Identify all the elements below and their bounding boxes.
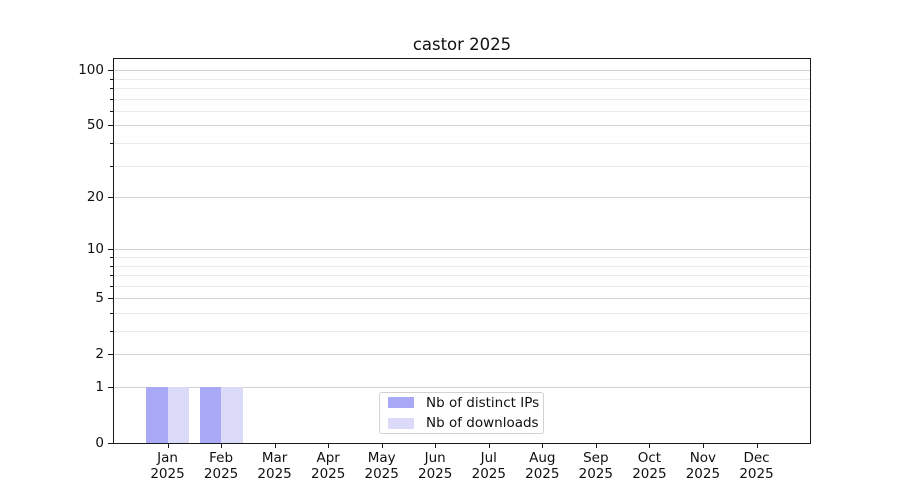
x-tick — [221, 444, 223, 448]
y-tick-label: 50 — [86, 117, 104, 134]
x-tick-label: Jan 2025 — [150, 450, 185, 482]
x-tick — [702, 444, 704, 448]
major-gridline — [114, 197, 810, 199]
legend-label: Nb of downloads — [426, 415, 539, 432]
y-minor-tick — [110, 165, 113, 167]
y-minor-tick — [110, 313, 113, 314]
x-tick-label: Apr 2025 — [311, 450, 346, 482]
x-tick-label: Jun 2025 — [418, 450, 453, 482]
major-gridline — [114, 387, 810, 388]
legend-swatch-icon — [388, 397, 414, 409]
x-tick-label: Sep 2025 — [578, 450, 613, 482]
x-tick-label: Nov 2025 — [685, 450, 721, 482]
y-minor-tick — [110, 98, 113, 100]
y-tick — [108, 197, 113, 199]
minor-gridline — [114, 257, 810, 258]
y-tick-label: 2 — [95, 346, 104, 363]
y-minor-tick — [110, 331, 113, 332]
minor-gridline — [114, 275, 810, 276]
y-minor-tick — [110, 257, 113, 258]
y-tick-label: 100 — [78, 62, 104, 79]
minor-gridline — [114, 78, 810, 80]
minor-gridline — [114, 88, 810, 89]
major-gridline — [114, 249, 810, 251]
y-minor-tick — [110, 110, 113, 112]
y-tick-label: 20 — [86, 189, 104, 206]
x-tick — [488, 444, 490, 448]
y-minor-tick — [110, 275, 113, 276]
y-minor-tick — [110, 143, 113, 144]
minor-gridline — [114, 143, 810, 144]
x-tick — [542, 444, 544, 448]
x-tick-label: Feb 2025 — [203, 450, 239, 482]
legend-entry: Nb of downloads — [380, 414, 543, 434]
y-tick — [108, 125, 113, 127]
major-gridline — [114, 298, 810, 300]
bar-nb-of-distinct-ips — [146, 387, 168, 443]
minor-gridline — [114, 285, 810, 287]
y-tick — [108, 443, 113, 444]
y-minor-tick — [110, 88, 113, 89]
y-tick — [108, 70, 113, 72]
x-tick — [435, 444, 437, 448]
plot-area — [113, 58, 811, 444]
bar-nb-of-downloads — [167, 387, 189, 443]
major-gridline — [114, 354, 810, 356]
x-tick — [167, 444, 169, 448]
x-tick-label: Dec 2025 — [739, 450, 774, 482]
legend: Nb of distinct IPs Nb of downloads — [379, 392, 544, 434]
bar-nb-of-distinct-ips — [199, 387, 222, 443]
x-tick — [381, 444, 383, 448]
x-tick-label: May 2025 — [364, 450, 399, 482]
x-tick — [756, 444, 758, 448]
x-tick-label: Aug 2025 — [525, 450, 560, 482]
chart-title: castor 2025 — [412, 35, 512, 54]
y-tick-label: 10 — [86, 241, 104, 258]
y-minor-tick — [110, 285, 113, 287]
y-tick — [108, 354, 113, 356]
y-tick — [108, 387, 113, 388]
y-tick — [108, 298, 113, 300]
minor-gridline — [114, 331, 810, 332]
x-tick — [649, 444, 651, 448]
x-tick — [595, 444, 597, 448]
major-gridline — [114, 125, 810, 127]
x-tick-label: Jul 2025 — [471, 450, 506, 482]
legend-swatch-icon — [388, 417, 414, 429]
minor-gridline — [114, 165, 810, 167]
minor-gridline — [114, 265, 810, 267]
y-tick — [108, 249, 113, 251]
legend-entry: Nb of distinct IPs — [380, 393, 543, 413]
major-gridline — [114, 70, 810, 72]
y-tick-label: 0 — [95, 435, 104, 451]
minor-gridline — [114, 110, 810, 112]
y-minor-tick — [110, 78, 113, 80]
x-tick — [328, 444, 330, 448]
x-tick — [274, 444, 276, 448]
minor-gridline — [114, 313, 810, 314]
y-tick-label: 5 — [95, 290, 104, 307]
minor-gridline — [114, 98, 810, 100]
y-tick-label: 1 — [95, 379, 104, 395]
y-minor-tick — [110, 265, 113, 267]
legend-label: Nb of distinct IPs — [426, 394, 540, 411]
x-tick-label: Mar 2025 — [257, 450, 292, 482]
bar-nb-of-downloads — [221, 387, 243, 443]
x-tick-label: Oct 2025 — [632, 450, 667, 482]
